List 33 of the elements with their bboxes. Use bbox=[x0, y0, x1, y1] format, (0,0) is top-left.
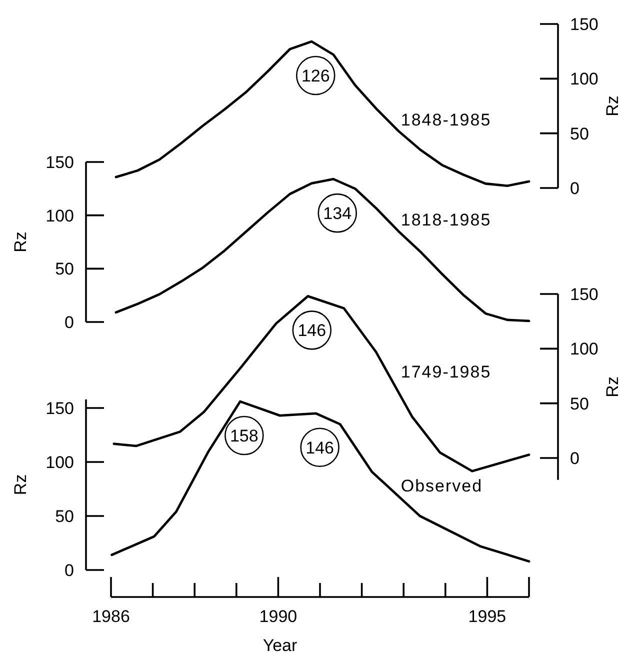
y-tick-label: 0 bbox=[64, 312, 74, 332]
annotation: 146 bbox=[298, 321, 326, 340]
annotation: 126 bbox=[301, 66, 330, 86]
y-tick-label: 0 bbox=[64, 560, 74, 580]
annotation: 134 bbox=[323, 204, 352, 224]
series-label: 1818-1985 bbox=[400, 210, 492, 230]
y2-axis-title: Rz bbox=[602, 376, 622, 398]
y-axis-title: Rz bbox=[10, 232, 30, 252]
y-tick-label: 150 bbox=[46, 152, 74, 172]
y-tick-label: 50 bbox=[570, 124, 589, 144]
x-axis-title: Year bbox=[262, 636, 298, 655]
y-tick-label: 100 bbox=[46, 452, 74, 472]
y-tick-label: 50 bbox=[55, 506, 74, 526]
annotation: 146 bbox=[306, 438, 334, 458]
y-tick-label: 100 bbox=[570, 70, 598, 89]
line-series bbox=[114, 178, 530, 322]
y-axis-title: Rz bbox=[602, 96, 622, 116]
series-label: 1848-1985 bbox=[400, 110, 492, 130]
y-tick-label: 0 bbox=[570, 178, 580, 198]
series-label: Observed bbox=[400, 476, 483, 496]
line-series bbox=[114, 40, 530, 188]
y-tick-label: 150 bbox=[570, 14, 598, 34]
y-tick-label: 50 bbox=[55, 260, 74, 279]
x-tick-label: 1995 bbox=[468, 607, 506, 626]
x-tick-label: 1990 bbox=[259, 607, 298, 626]
y-tick-label: 100 bbox=[46, 206, 74, 226]
annotation: 158 bbox=[230, 426, 258, 446]
line-series bbox=[110, 400, 530, 563]
y-axis-title: Rz bbox=[10, 474, 30, 496]
line-series bbox=[112, 294, 530, 472]
series-label: 1749-1985 bbox=[400, 362, 492, 382]
x-tick-label: 1986 bbox=[92, 607, 130, 626]
y-tick-label: 150 bbox=[46, 398, 74, 418]
